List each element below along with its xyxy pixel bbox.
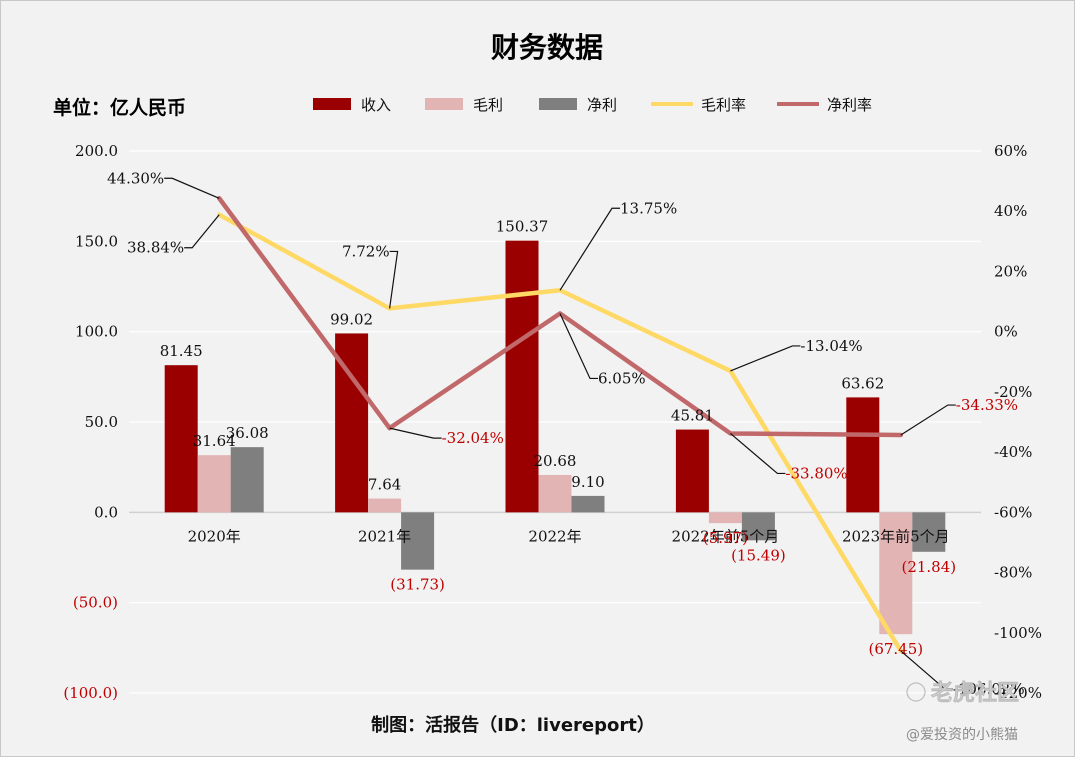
left-tick-label: 200.0: [75, 142, 118, 160]
right-tick-label: 60%: [994, 142, 1027, 160]
left-tick-label: (50.0): [73, 594, 118, 612]
right-tick-label: 20%: [994, 262, 1027, 280]
right-tick-label: -20%: [994, 383, 1032, 401]
bar-收入-4: [846, 397, 880, 513]
line-value-label: 7.72%: [342, 242, 390, 260]
bar-value-label: 63.62: [841, 374, 884, 392]
bar-毛利-1: [368, 498, 402, 513]
line-value-label: -33.80%: [785, 464, 847, 482]
legend-label: 毛利率: [701, 96, 746, 114]
left-tick-label: (100.0): [63, 684, 118, 702]
bar-净利-2: [571, 495, 605, 513]
right-tick-label: 0%: [994, 323, 1018, 341]
bar-value-label: 81.45: [160, 342, 203, 360]
line-value-label: 13.75%: [620, 199, 677, 217]
bar-净利-4: [912, 512, 946, 552]
bar-value-label: (5.97): [703, 529, 748, 547]
bar-value-label: 7.64: [368, 476, 401, 494]
unit-label: 单位：亿人民币: [53, 96, 186, 119]
bar-series: [164, 240, 946, 635]
bar-净利-1: [401, 512, 435, 570]
category-label: 2020年: [188, 527, 241, 545]
category-label: 2021年: [358, 527, 411, 545]
category-axis: 2020年 2021年 2022年 2022年前5个月 2023年前5个月: [188, 527, 950, 545]
legend-label: 毛利: [473, 96, 503, 114]
watermark-site: 老虎社区: [930, 680, 1019, 706]
right-tick-label: -100%: [994, 624, 1042, 642]
bar-value-label: (21.84): [901, 558, 956, 576]
line-value-label: 44.30%: [107, 169, 164, 187]
bar-value-label: 9.10: [571, 473, 604, 491]
line-value-label: 38.84%: [127, 239, 184, 257]
bar-value-label: (67.45): [868, 640, 923, 658]
data-labels: 81.45 99.02 150.37 45.81 63.62 31.64 7.64 20.68…: [107, 169, 1025, 698]
bar-value-label: 20.68: [534, 452, 577, 470]
legend-label: 收入: [361, 96, 391, 114]
right-tick-label: -60%: [994, 503, 1032, 521]
leader-line: [184, 214, 220, 249]
watermark-logo-icon: [906, 682, 926, 702]
bar-value-label: 31.64: [193, 432, 236, 450]
right-tick-label: -80%: [994, 564, 1032, 582]
legend: 收入 毛利 净利 毛利率 净利率: [313, 96, 872, 114]
bar-收入-3: [675, 429, 709, 513]
category-label: 2022年: [528, 527, 581, 545]
right-tick-label: -40%: [994, 443, 1032, 461]
bar-value-label: 45.81: [671, 407, 714, 425]
leader-line: [900, 404, 956, 436]
leader-line: [900, 650, 953, 690]
footer-credit: 制图：活报告（ID：livereport）: [371, 714, 655, 736]
line-value-label: -34.33%: [956, 396, 1018, 414]
line-净利率: [216, 196, 904, 438]
leader-line: [164, 177, 220, 199]
bar-value-label: (31.73): [390, 576, 445, 594]
leader-line: [559, 313, 598, 380]
category-label: 2023年前5个月: [842, 527, 950, 545]
bar-毛利-3: [708, 512, 742, 524]
watermark-user: @爱投资的小熊猫: [906, 727, 1018, 743]
right-axis: 60% 40% 20% 0% -20% -40% -60% -80% -100% -120%: [994, 142, 1042, 702]
leader-line: [559, 207, 620, 291]
bar-value-label: 99.02: [330, 310, 373, 328]
left-tick-label: 0.0: [94, 503, 118, 521]
line-value-label: -13.04%: [800, 337, 862, 355]
watermark: 老虎社区 @爱投资的小熊猫: [906, 680, 1019, 743]
bar-净利-0: [230, 447, 264, 513]
legend-label: 净利率: [827, 96, 872, 114]
bar-收入-2: [505, 240, 539, 513]
legend-swatch-收入: [313, 98, 351, 110]
line-value-label: -32.04%: [442, 429, 504, 447]
legend-swatch-净利: [539, 98, 577, 110]
bar-净利-3: [741, 512, 775, 541]
leader-line: [389, 427, 442, 439]
chart-title: 财务数据: [491, 31, 603, 64]
bar-value-label: 36.08: [226, 424, 269, 442]
left-tick-label: 50.0: [85, 413, 118, 431]
bar-收入-0: [164, 365, 198, 513]
bar-毛利-4: [879, 512, 913, 635]
leader-line: [730, 345, 801, 372]
bar-value-label: 150.37: [496, 218, 549, 236]
category-label: 2022年前5个月: [672, 527, 780, 545]
bar-毛利-2: [538, 474, 572, 513]
legend-swatch-毛利: [425, 98, 463, 110]
right-tick-label: 40%: [994, 202, 1027, 220]
right-tick-label: -120%: [994, 684, 1042, 702]
left-tick-label: 150.0: [75, 232, 118, 250]
bar-毛利-0: [197, 455, 231, 513]
line-value-label: 6.05%: [598, 369, 646, 387]
leader-line: [389, 250, 399, 309]
line-series: [216, 196, 904, 654]
line-value-label: -106.02%: [953, 680, 1025, 698]
left-tick-label: 100.0: [75, 323, 118, 341]
legend-label: 净利: [587, 96, 617, 114]
bar-value-label: (15.49): [731, 546, 786, 564]
left-axis: 200.0 150.0 100.0 50.0 0.0 (50.0) (100.0): [63, 142, 118, 702]
leader-line: [730, 432, 786, 475]
